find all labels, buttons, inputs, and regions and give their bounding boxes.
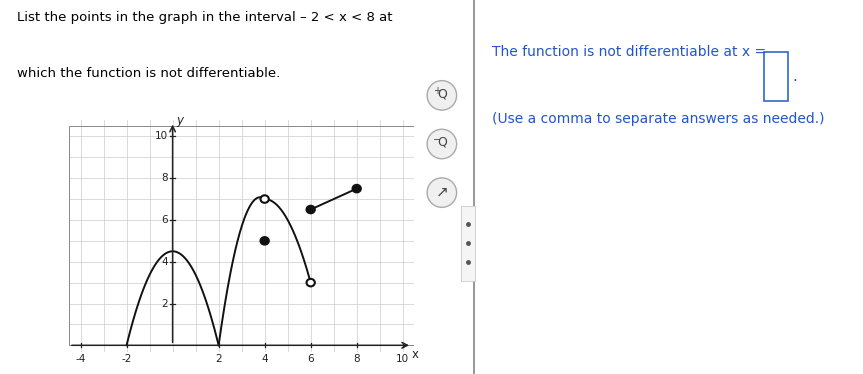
Text: List the points in the graph in the interval – 2 < x < 8 at: List the points in the graph in the inte…: [17, 11, 393, 24]
Text: 6: 6: [307, 354, 314, 364]
Text: 4: 4: [161, 257, 168, 267]
Circle shape: [261, 237, 268, 245]
Text: 10: 10: [396, 354, 409, 364]
Text: Q: Q: [437, 136, 447, 149]
Text: y: y: [177, 114, 184, 127]
Text: -2: -2: [122, 354, 132, 364]
Text: which the function is not differentiable.: which the function is not differentiable…: [17, 67, 280, 80]
Circle shape: [306, 206, 315, 213]
Text: 2: 2: [161, 298, 168, 309]
Bar: [764, 52, 788, 101]
Circle shape: [427, 81, 457, 110]
Circle shape: [306, 279, 315, 286]
Circle shape: [261, 195, 268, 203]
Text: +: +: [433, 86, 441, 96]
Circle shape: [353, 185, 361, 192]
Text: 10: 10: [154, 131, 168, 141]
Text: .: .: [792, 69, 797, 84]
Text: −: −: [433, 135, 441, 145]
Text: x: x: [412, 349, 419, 361]
Text: 8: 8: [353, 354, 360, 364]
Text: -4: -4: [75, 354, 85, 364]
Text: (Use a comma to separate answers as needed.): (Use a comma to separate answers as need…: [492, 112, 824, 126]
Text: 8: 8: [161, 173, 168, 183]
Text: The function is not differentiable at x =: The function is not differentiable at x …: [492, 45, 771, 59]
Text: ↗: ↗: [436, 185, 448, 200]
Text: Q: Q: [437, 87, 447, 100]
Circle shape: [427, 129, 457, 159]
Text: 4: 4: [261, 354, 268, 364]
Circle shape: [427, 178, 457, 207]
Text: 6: 6: [161, 215, 168, 225]
Text: 2: 2: [215, 354, 222, 364]
